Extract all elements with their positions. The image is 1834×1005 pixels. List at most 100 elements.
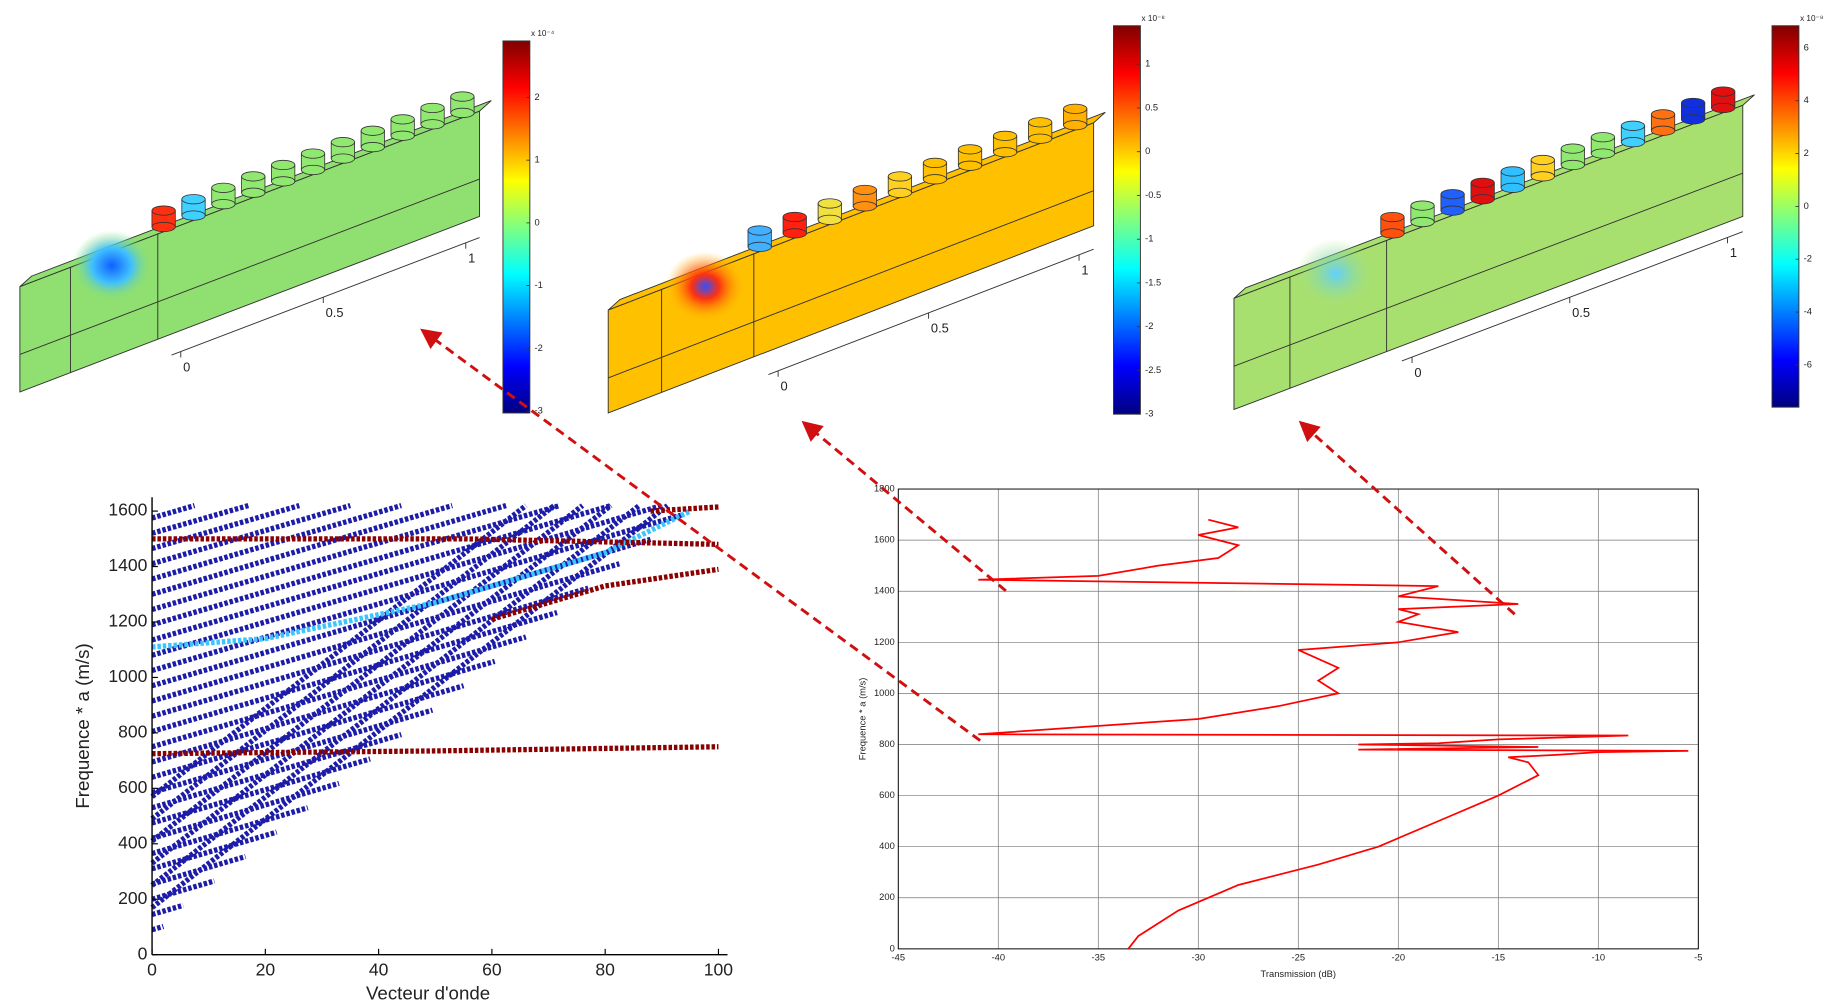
x-tick-label: 40	[369, 960, 389, 980]
x-axis-label: Transmission (dB)	[1261, 969, 1336, 979]
colorbar-tick-label: -2.5	[1145, 365, 1161, 375]
pillar-base	[181, 210, 206, 221]
field-panel: 0 0.5 1 x 10⁻⁴ -3 -2 -1 0 1 2	[19, 29, 555, 416]
pillar-base	[957, 160, 983, 171]
pillar-top	[1380, 211, 1405, 223]
band	[151, 561, 621, 704]
band	[151, 503, 507, 613]
colorbar-tick-label: -6	[1804, 359, 1812, 369]
colorbar-tick-label: 2	[535, 92, 540, 102]
pillar-base	[211, 199, 236, 210]
pillar-base	[1650, 125, 1676, 136]
y-tick-label: 1400	[874, 586, 895, 596]
pillar-base	[1530, 171, 1555, 182]
x-tick-label: 0	[147, 960, 157, 980]
band	[151, 503, 561, 628]
pillar-top	[211, 182, 236, 193]
pillar-top	[1590, 132, 1616, 143]
scatter-chart: 0 20 40 60 80 1000200400600800100012001400160…	[72, 497, 733, 1003]
y-tick-label: 800	[879, 739, 895, 749]
y-tick-label: 600	[879, 790, 895, 800]
pillar-base	[271, 176, 296, 187]
band	[151, 585, 589, 719]
pillar-base	[360, 142, 385, 153]
y-tick-label: 1600	[874, 535, 895, 545]
pillar-base	[390, 130, 415, 141]
x-tick-label: -30	[1192, 953, 1206, 963]
colorbar-tick-label: -1.5	[1145, 277, 1161, 287]
pillar-top	[181, 194, 206, 205]
field-axis-label: 0.5	[931, 321, 949, 336]
pillar-base	[1500, 182, 1525, 193]
pillar-top	[1440, 189, 1465, 200]
band	[151, 503, 352, 567]
x-tick-label: 80	[595, 960, 615, 980]
field-axis	[171, 237, 480, 356]
arrow	[1298, 420, 1516, 616]
band	[150, 503, 641, 888]
pillar-top	[1028, 117, 1053, 128]
field-spot	[1295, 238, 1376, 309]
field-axis-label: 1	[1730, 245, 1737, 260]
transmission-line	[978, 518, 1689, 950]
pillar-top	[817, 198, 842, 209]
x-tick-label: -40	[992, 953, 1006, 963]
pillar-top	[1410, 200, 1435, 211]
colorbar-tick-label: 0	[535, 217, 540, 227]
arrows	[420, 328, 1516, 742]
beam-edge	[1233, 172, 1743, 367]
line-chart: -45 -40 -35 -30 -25 -20 -15 -10 -5 0 200 400 600 800 1…	[858, 484, 1703, 980]
band	[151, 503, 453, 597]
band	[150, 503, 528, 799]
y-tick-label: 400	[118, 832, 147, 852]
plot-frame	[897, 488, 1699, 950]
pillar-base	[992, 147, 1018, 158]
y-tick-label: 0	[138, 943, 148, 963]
band	[151, 683, 465, 780]
pillar-top	[151, 205, 176, 216]
colorbar-tick-label: -3	[1145, 409, 1153, 419]
pillar-base	[1590, 148, 1616, 159]
pillar-top	[450, 91, 475, 102]
colorbar-exponent: x 10⁻⁴	[531, 29, 555, 38]
y-axis-label: Frequence * a (m/s)	[72, 643, 93, 808]
band	[151, 503, 250, 536]
field-axis	[1401, 231, 1743, 362]
band	[151, 503, 301, 552]
x-tick-label: 60	[482, 960, 502, 980]
colorbar-exponent: x 10⁻⁸	[1800, 14, 1823, 23]
band	[151, 902, 184, 918]
band	[152, 536, 719, 547]
beam-front	[607, 122, 1095, 414]
pillar-base	[922, 174, 948, 185]
pillar-top	[1470, 177, 1495, 188]
pillar-top	[1530, 154, 1555, 166]
pillar-top	[957, 144, 983, 155]
colorbar	[1113, 25, 1141, 415]
field-axis-label: 1	[468, 251, 475, 266]
pillar-top	[390, 114, 415, 125]
field-spot	[72, 230, 152, 301]
pillar-top	[922, 157, 948, 168]
band	[150, 503, 670, 910]
colorbar-tick-label: 2	[1804, 148, 1809, 158]
pillar-base	[747, 241, 772, 252]
x-tick-label: -25	[1292, 953, 1306, 963]
band	[150, 503, 613, 866]
band	[151, 658, 496, 765]
pillar-top	[1711, 86, 1736, 97]
colorbar-tick-label: -1	[535, 280, 543, 290]
pillar-base	[817, 214, 842, 225]
pillar-base	[330, 153, 356, 164]
x-tick-label: -5	[1694, 953, 1702, 963]
band	[151, 732, 403, 811]
field-axis-label: 0.5	[1572, 305, 1590, 320]
colorbar-tick-label: -0.5	[1145, 190, 1161, 200]
pillar-top	[1681, 97, 1706, 109]
field-panel: 0 0.5 1 x 10⁻⁸ -6 -4 -2 0 2 4 6	[1233, 14, 1823, 411]
pillar-top	[747, 225, 772, 236]
field-axis-label: 0	[1414, 365, 1421, 380]
pillar-base	[450, 107, 475, 118]
colorbar-tick-label: -2	[1145, 321, 1153, 331]
